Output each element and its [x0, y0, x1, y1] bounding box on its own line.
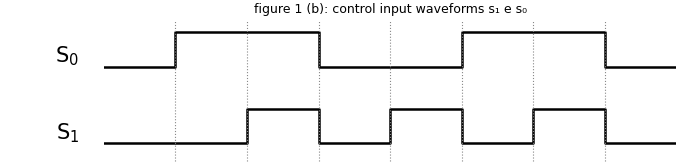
Title: figure 1 (b): control input waveforms s₁ e s₀: figure 1 (b): control input waveforms s₁…	[253, 3, 527, 16]
Text: S$_1$: S$_1$	[56, 121, 79, 145]
Text: S$_0$: S$_0$	[55, 45, 79, 68]
